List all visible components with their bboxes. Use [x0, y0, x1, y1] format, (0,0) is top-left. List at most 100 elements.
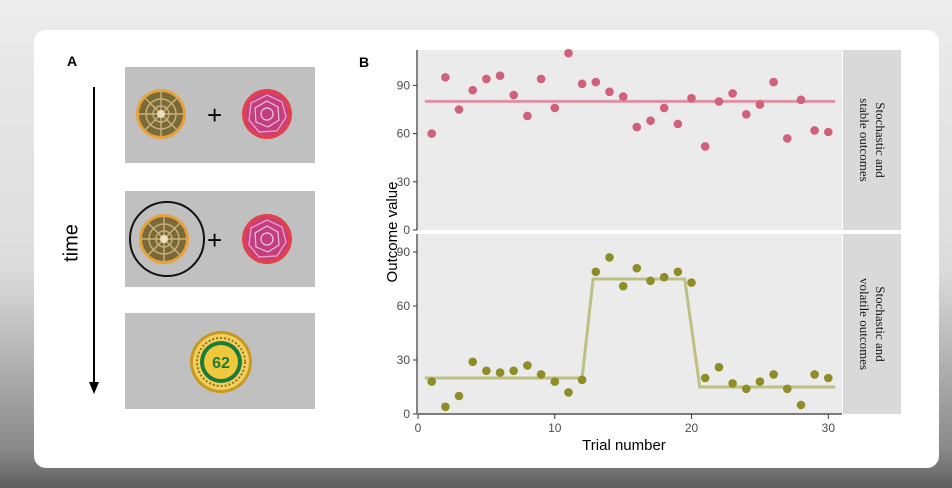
x-tick-label: 0: [415, 421, 422, 435]
data-point: [700, 373, 710, 383]
data-point: [618, 92, 628, 101]
data-point: [605, 87, 614, 97]
data-point: [550, 377, 560, 386]
facet-volatile-strip: [843, 234, 901, 414]
data-point: [810, 126, 819, 135]
facet-stable-strip-line-2: stable outcomes: [857, 98, 872, 181]
data-point: [783, 384, 792, 394]
facet-volatile-y-axis: 0 30 60 90: [397, 234, 418, 421]
data-point: [646, 116, 655, 125]
data-point: [454, 391, 464, 401]
data-point: [577, 79, 587, 89]
x-tick-label: 10: [548, 421, 562, 435]
x-axis: 0 10 20 30: [415, 413, 842, 435]
facet-volatile-strip-line-2: volatile outcomes: [857, 278, 872, 370]
data-point: [742, 110, 751, 119]
panel-b-label: B: [359, 54, 369, 70]
data-point: [728, 89, 737, 98]
facet-stable-strip-line-1: Stochastic and: [873, 102, 888, 178]
data-point: [824, 127, 833, 137]
coin-icon: 62: [190, 331, 252, 393]
data-point: [441, 402, 450, 412]
y-axis-title: Outcome value: [384, 182, 401, 283]
data-point: [468, 357, 477, 367]
data-point: [468, 85, 477, 95]
data-point: [550, 103, 560, 113]
mandala-stimulus-gold-icon: [138, 213, 190, 265]
data-point: [591, 77, 601, 87]
facet-stable: Stochastic and stable outcomes 0 30 60 90: [397, 48, 901, 237]
y-tick-label: 60: [397, 127, 411, 141]
data-point: [454, 105, 464, 114]
panel-b-chart: B Stochastic and stable outcomes 0 30 60 90…: [359, 48, 901, 454]
panel-a-label: A: [67, 53, 78, 69]
time-label: time: [60, 224, 83, 262]
data-point: [632, 263, 642, 273]
data-point: [536, 74, 546, 84]
outcome-screen: 62: [125, 313, 315, 409]
selection-circle-icon: [129, 201, 205, 277]
data-point: [687, 278, 696, 287]
y-tick-label: 30: [397, 353, 411, 367]
data-point: [755, 100, 765, 109]
figure-card: A time + +: [34, 30, 939, 468]
x-tick-label: 20: [685, 421, 699, 435]
data-point: [755, 377, 765, 386]
data-point: [796, 400, 806, 410]
data-point: [700, 142, 710, 151]
facet-stable-y-axis: 0 30 60 90: [397, 50, 418, 237]
data-point: [605, 253, 614, 262]
stimulus-screen-selection: +: [125, 191, 315, 287]
y-tick-label: 60: [397, 299, 411, 313]
data-point: [728, 379, 737, 388]
data-point: [577, 375, 587, 385]
data-point: [523, 361, 532, 370]
data-point: [564, 48, 573, 58]
y-tick-label: 30: [397, 175, 411, 189]
mandala-stimulus-pink-icon: [241, 88, 293, 140]
fixation-cross: +: [207, 225, 223, 255]
facet-stable-points: [427, 48, 833, 151]
data-point: [564, 388, 573, 397]
y-tick-label: 90: [397, 78, 411, 92]
facet-volatile-strip-line-1: Stochastic and: [873, 286, 888, 362]
data-point: [427, 377, 436, 386]
data-point: [441, 73, 450, 82]
mandala-stimulus-pink-icon: [241, 213, 293, 265]
data-point: [824, 373, 833, 383]
data-point: [673, 119, 683, 129]
data-point: [742, 384, 751, 394]
data-point: [659, 272, 669, 282]
y-tick-label: 0: [403, 223, 410, 237]
y-tick-label: 0: [403, 407, 410, 421]
x-tick-label: 30: [822, 421, 836, 435]
data-point: [523, 111, 532, 121]
data-point: [810, 370, 819, 379]
data-point: [796, 95, 806, 105]
data-point: [659, 103, 669, 113]
data-point: [783, 134, 792, 143]
y-tick-label: 90: [397, 245, 411, 259]
facet-volatile: Stochastic and volatile outcomes 0 30 60 90: [397, 234, 901, 421]
data-point: [673, 267, 683, 277]
data-point: [714, 97, 724, 106]
data-point: [632, 122, 642, 132]
data-point: [482, 74, 491, 84]
data-point: [495, 368, 505, 377]
facet-stable-background: [418, 50, 842, 230]
fixation-cross: +: [207, 100, 223, 130]
mandala-stimulus-gold-icon: [135, 88, 187, 140]
x-axis-title: Trial number: [582, 437, 666, 454]
data-point: [482, 366, 491, 376]
facet-volatile-points: [427, 253, 833, 412]
data-point: [427, 129, 436, 138]
data-point: [769, 77, 778, 87]
data-point: [618, 281, 628, 291]
data-point: [769, 370, 778, 379]
coin-value: 62: [212, 355, 230, 372]
time-arrow: [89, 87, 99, 394]
data-point: [646, 276, 655, 286]
facet-stable-strip: [843, 50, 901, 230]
facet-volatile-background: [418, 234, 842, 414]
data-point: [591, 267, 601, 277]
